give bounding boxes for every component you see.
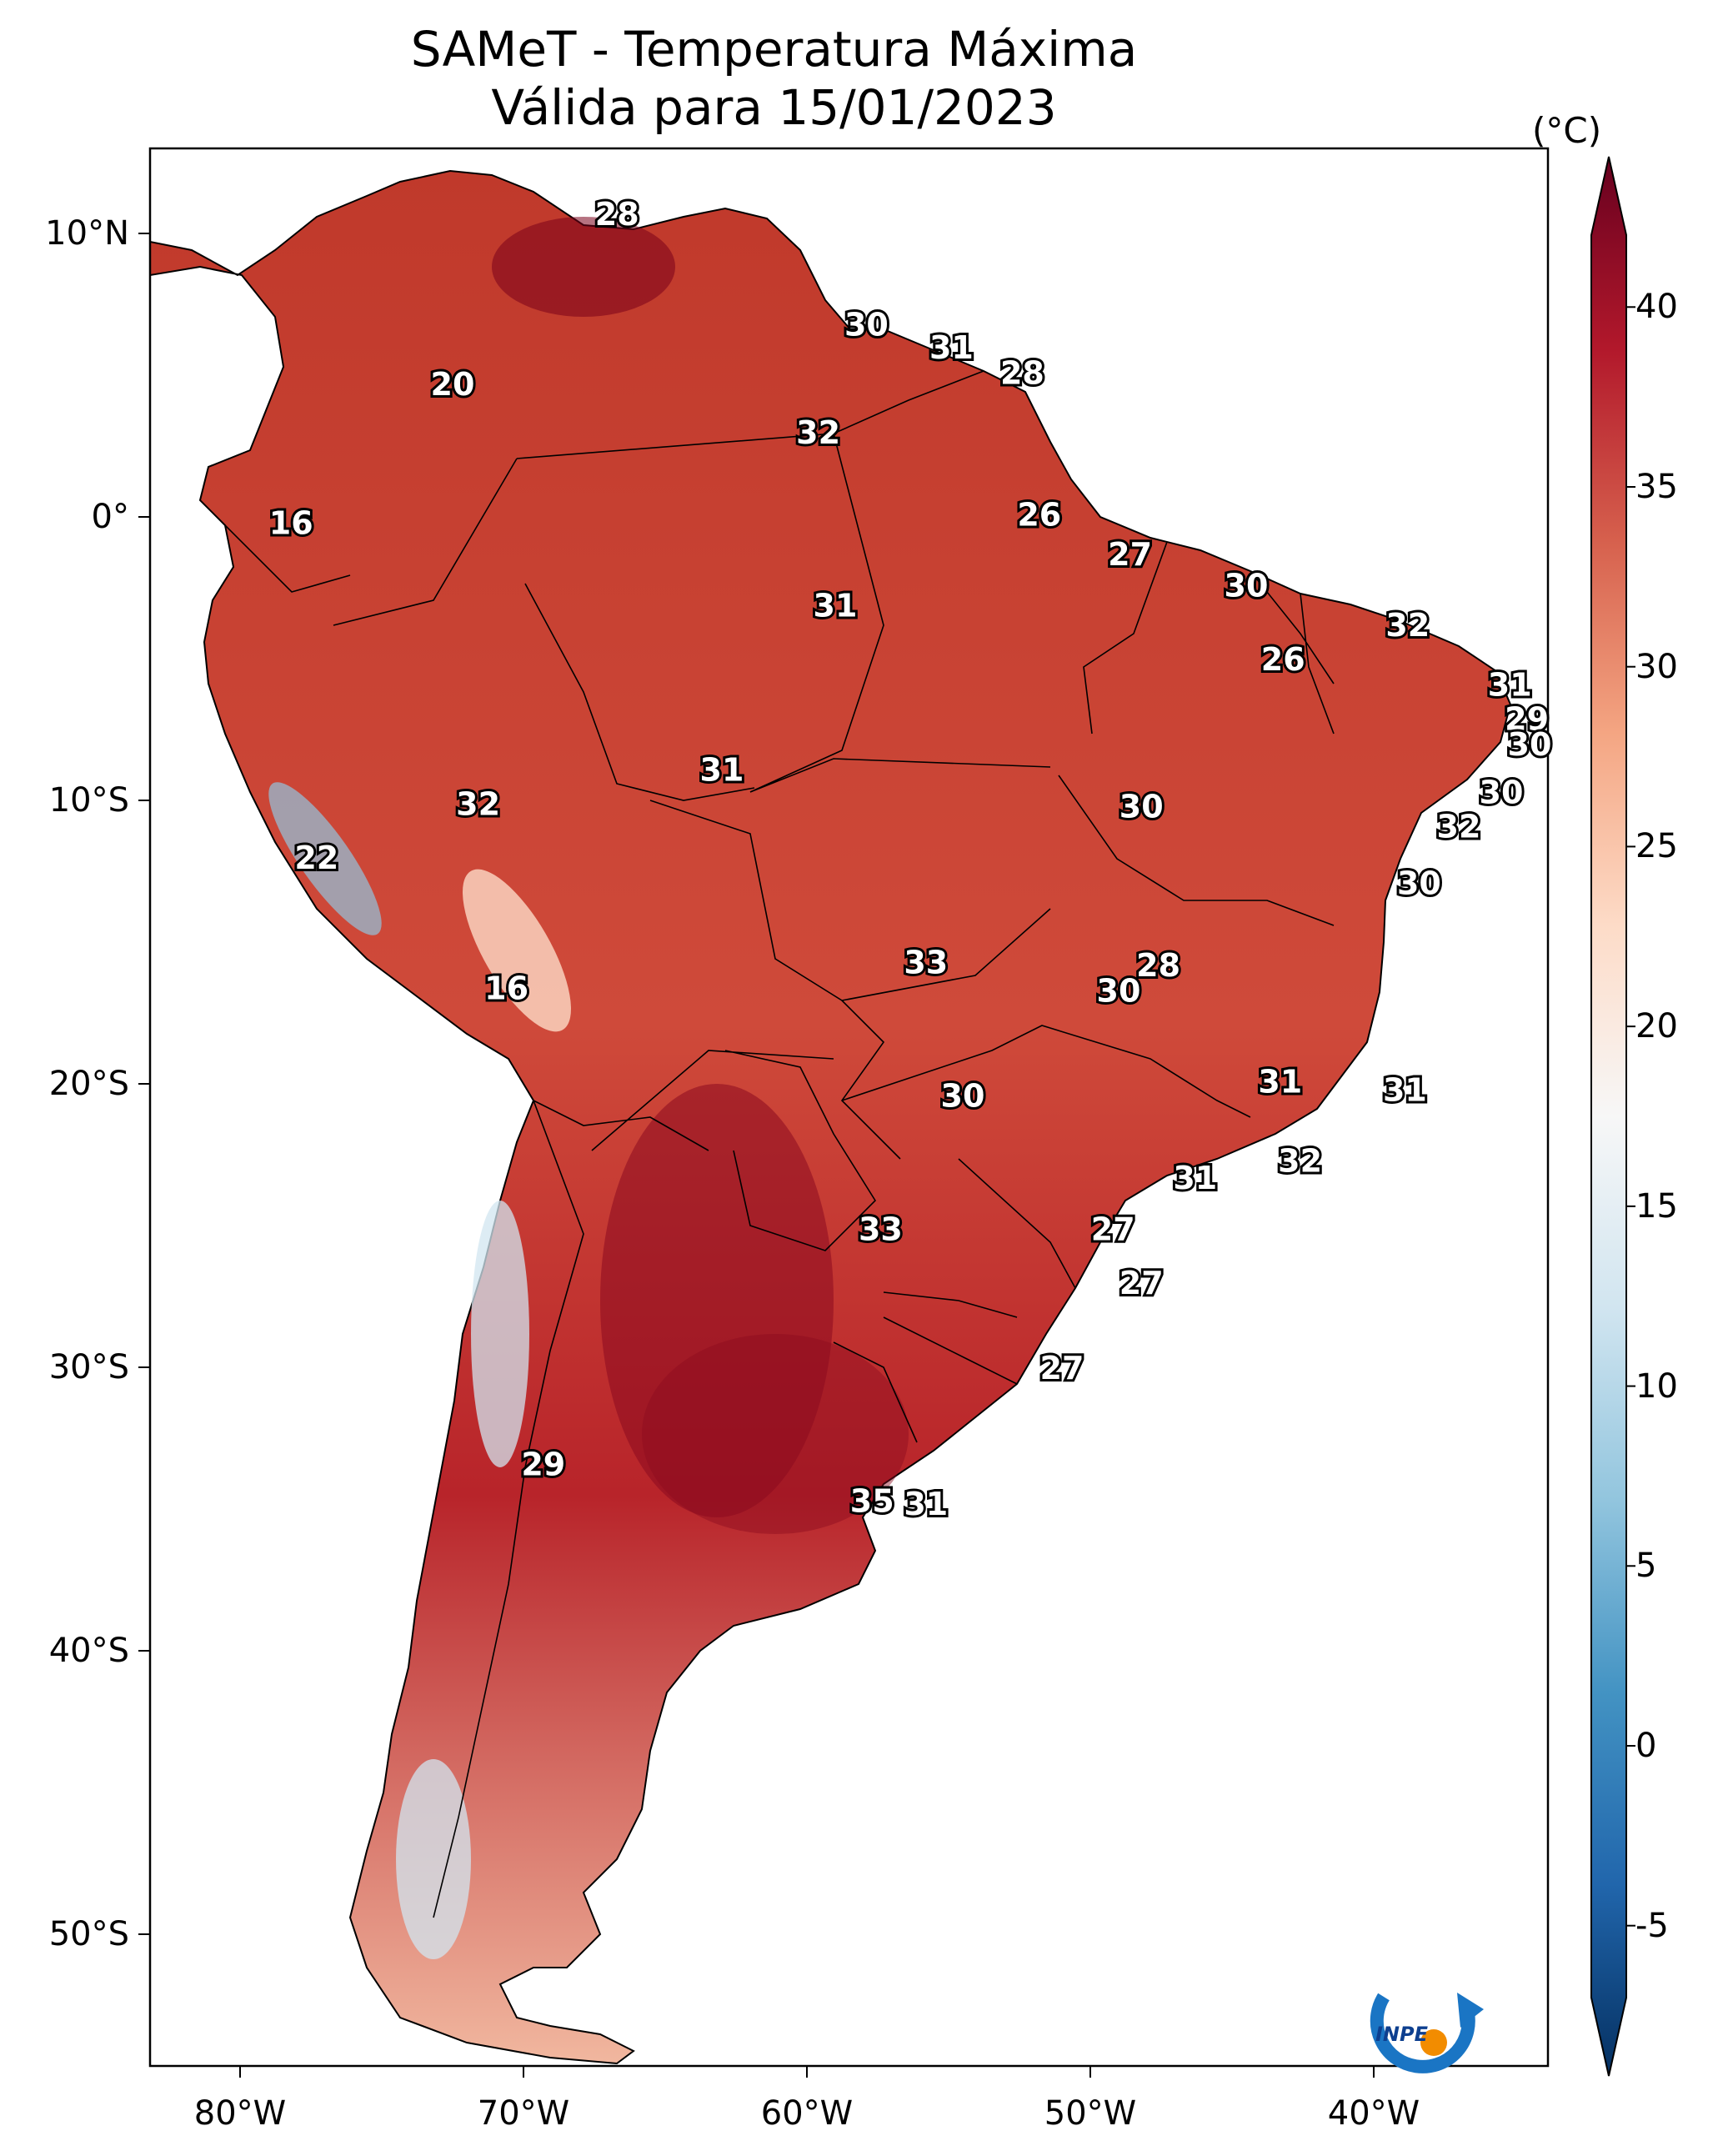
- temperature-label: 26: [1017, 497, 1061, 534]
- x-tick-label: 40°W: [1327, 2094, 1420, 2133]
- y-tick-label: 0°: [91, 498, 129, 536]
- colorbar-tick-marks: [1626, 306, 1635, 1927]
- temperature-label: 28: [1136, 947, 1180, 984]
- colorbar-tick-label: 15: [1635, 1186, 1678, 1226]
- logo-arrow-icon: [1457, 1993, 1484, 2028]
- x-tick-label: 60°W: [760, 2094, 854, 2133]
- temperature-label: 27: [1040, 1350, 1084, 1386]
- y-tick-label: 40°S: [48, 1632, 129, 1670]
- temperature-label: 35: [850, 1483, 894, 1520]
- temperature-label: 30: [1508, 726, 1552, 763]
- temperature-label: 22: [294, 840, 338, 876]
- temperature-label: 30: [1097, 973, 1141, 1010]
- y-tick-label: 30°S: [48, 1348, 129, 1386]
- hot-core: [492, 217, 675, 317]
- andes-cool-zone: [471, 1201, 529, 1467]
- temperature-label: 27: [1108, 536, 1152, 573]
- temperature-label: 28: [595, 196, 639, 233]
- colorbar: [1590, 156, 1627, 2077]
- temperature-label: 32: [1385, 607, 1430, 644]
- land-layer: [150, 169, 1512, 2065]
- temperature-label: 16: [484, 970, 528, 1006]
- colorbar-tick-label: 20: [1635, 1007, 1678, 1046]
- temperature-label: 32: [1437, 809, 1481, 845]
- x-tick-marks: [239, 2066, 1375, 2078]
- temperature-label: 29: [521, 1447, 565, 1483]
- temperature-label: 30: [941, 1078, 985, 1115]
- colorbar-tick-label: 30: [1635, 647, 1678, 686]
- temperature-label: 33: [904, 945, 948, 981]
- andes-cool-zone: [268, 782, 382, 935]
- map-frame: [148, 147, 1550, 2068]
- colorbar-tick-label: 40: [1635, 288, 1678, 327]
- temperature-label: 31: [814, 587, 858, 624]
- hot-core: [642, 1334, 909, 1534]
- temperature-label: 31: [1258, 1064, 1302, 1101]
- x-tick-label: 50°W: [1044, 2094, 1137, 2133]
- colorbar-tick-label: 5: [1635, 1547, 1657, 1586]
- temperature-label: 30: [844, 307, 889, 343]
- temperature-label: 30: [1397, 865, 1441, 902]
- y-tick-label: 10°S: [48, 781, 129, 820]
- temperature-label: 29: [1505, 700, 1549, 737]
- temperature-label: 32: [796, 414, 840, 451]
- border-lines: [224, 370, 1335, 1918]
- temperature-label: 32: [456, 785, 500, 822]
- colorbar-tick-label: 25: [1635, 827, 1678, 866]
- patagonia-cool-zone: [396, 1759, 471, 1959]
- y-tick-label: 50°S: [48, 1915, 129, 1953]
- temperature-label: 31: [1173, 1160, 1217, 1196]
- logo-swirl-icon: [1370, 1993, 1475, 2073]
- y-tick-marks: [138, 233, 150, 1935]
- y-tick-label: 20°S: [48, 1065, 129, 1103]
- y-tick-label: 10°N: [45, 214, 129, 253]
- x-tick-label: 80°W: [193, 2094, 287, 2133]
- colorbar-unit: (°C): [1532, 110, 1602, 151]
- temperature-label: 31: [700, 752, 744, 789]
- temperature-label: 31: [904, 1486, 948, 1522]
- colorbar-tick-label: -5: [1635, 1906, 1669, 1945]
- temperature-label: 32: [1278, 1143, 1322, 1180]
- hot-core: [600, 1084, 834, 1517]
- map-subtitle: Válida para 15/01/2023: [491, 79, 1057, 136]
- temperature-label: 31: [1488, 667, 1532, 704]
- colorbar-tick-label: 35: [1635, 468, 1678, 506]
- inpe-logo: INPE: [1370, 1993, 1484, 2073]
- temperature-label: 31: [929, 329, 974, 366]
- temperature-label: 26: [1261, 641, 1305, 678]
- colorbar-tick-label: 0: [1635, 1727, 1657, 1765]
- south-america-landmass: [150, 169, 1512, 2065]
- temperature-label: 16: [269, 505, 313, 542]
- temperature-label: 30: [1480, 775, 1524, 811]
- temperature-label: 27: [1091, 1211, 1135, 1247]
- temperature-label: 30: [1119, 789, 1164, 825]
- temperature-label: 33: [859, 1211, 903, 1247]
- map-title: SAMeT - Temperatura Máxima: [410, 21, 1138, 78]
- temperature-label: 27: [1119, 1265, 1164, 1301]
- temperature-label: 20: [431, 366, 475, 403]
- x-tick-label: 70°W: [477, 2094, 570, 2133]
- logo-dot-icon: [1420, 2029, 1447, 2056]
- colorbar-tick-label: 10: [1635, 1366, 1678, 1406]
- temperature-label: 31: [1383, 1072, 1427, 1109]
- temperature-label: 30: [1225, 568, 1269, 604]
- logo-text: INPE: [1375, 2023, 1429, 2046]
- temperature-label: 28: [1000, 355, 1044, 392]
- andes-cool-zone: [463, 869, 571, 1032]
